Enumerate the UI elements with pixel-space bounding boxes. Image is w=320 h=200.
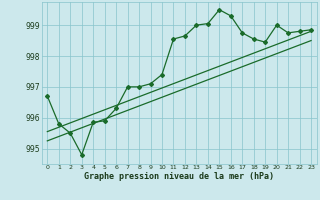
X-axis label: Graphe pression niveau de la mer (hPa): Graphe pression niveau de la mer (hPa)	[84, 172, 274, 181]
